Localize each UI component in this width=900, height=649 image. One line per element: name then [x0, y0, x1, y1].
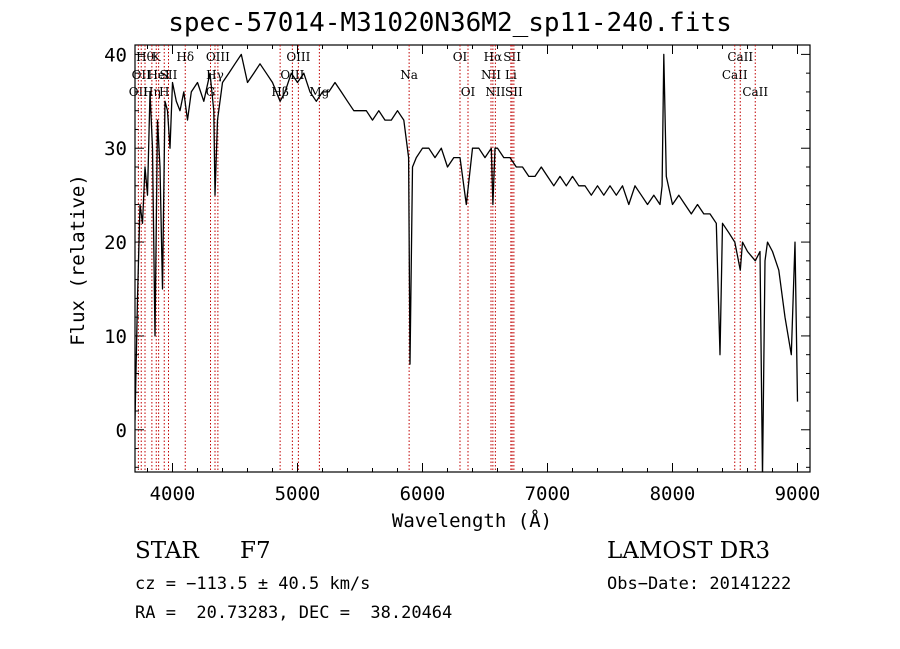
y-tick-label: 0	[116, 420, 127, 442]
y-tick-label: 40	[104, 44, 127, 66]
x-tick-label: 6000	[400, 483, 446, 505]
survey-name: LAMOST DR3	[607, 538, 771, 564]
obs-date: Obs−Date: 20141222	[607, 574, 792, 594]
y-tick-label: 20	[104, 232, 127, 254]
spectral-line-label: SII	[160, 68, 178, 82]
spectral-line-label: OIII	[206, 50, 230, 64]
object-class: STAR	[135, 538, 199, 564]
redshift-cz: cz = −113.5 ± 40.5 km/s	[135, 574, 371, 594]
spectral-line-label: OIII	[286, 50, 310, 64]
y-tick-label: 10	[104, 326, 127, 348]
x-tick-label: 4000	[150, 483, 196, 505]
plot-frame	[134, 44, 811, 473]
spectral-line-label: NII	[481, 68, 501, 82]
spectral-line-label: OI	[453, 50, 468, 64]
spectral-line-label: Mg	[309, 85, 329, 99]
spectral-line-label: NII	[485, 85, 505, 99]
spectral-line-label: SII	[503, 50, 521, 64]
spectral-line-label: Hδ	[176, 50, 194, 64]
x-axis-title: Wavelength (Å)	[391, 510, 553, 532]
spectral-line-label: OI	[461, 85, 476, 99]
spectrum-line	[135, 53, 799, 472]
spectral-line-label: Hθ	[136, 50, 154, 64]
spectral-line-label: Hβ	[271, 85, 288, 99]
chart-title: spec-57014-M31020N36M2_sp11-240.fits	[168, 8, 732, 38]
spectral-line-label: OII	[132, 68, 152, 82]
x-tick-label: 9000	[775, 483, 821, 505]
y-axis-title: Flux (relative)	[67, 174, 89, 346]
x-tick-label: 5000	[275, 483, 321, 505]
y-tick-label: 30	[104, 138, 127, 160]
coordinates: RA = 20.73283, DEC = 38.20464	[135, 603, 453, 623]
x-tick-label: 7000	[525, 483, 571, 505]
spectral-line-label: Hα	[484, 50, 503, 64]
spectral-line-label: K	[152, 50, 162, 64]
spectral-line-label: CaII	[722, 68, 748, 82]
spectral-line-label: SII	[505, 85, 523, 99]
spectral-line-label: HeI	[147, 68, 170, 82]
spectral-line-label: G	[206, 85, 216, 99]
spectral-line-label: CaII	[742, 85, 768, 99]
spectral-line-label: Na	[400, 68, 418, 82]
spectral-line-label: CaII	[727, 50, 753, 64]
x-tick-label: 8000	[650, 483, 696, 505]
spectral-line-label: Li	[505, 68, 517, 82]
spectral-line-label: H	[159, 85, 169, 99]
object-subclass: F7	[240, 538, 271, 564]
spectral-line-label: OII	[129, 85, 149, 99]
